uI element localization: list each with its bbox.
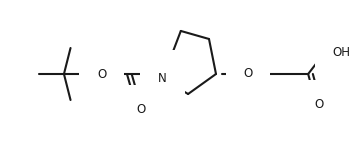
Text: O: O <box>243 67 253 81</box>
Text: O: O <box>136 103 146 116</box>
Text: OH: OH <box>332 46 350 59</box>
Text: N: N <box>158 67 166 81</box>
Text: O: O <box>315 98 324 111</box>
Text: O: O <box>97 67 106 81</box>
Text: N: N <box>158 73 167 85</box>
